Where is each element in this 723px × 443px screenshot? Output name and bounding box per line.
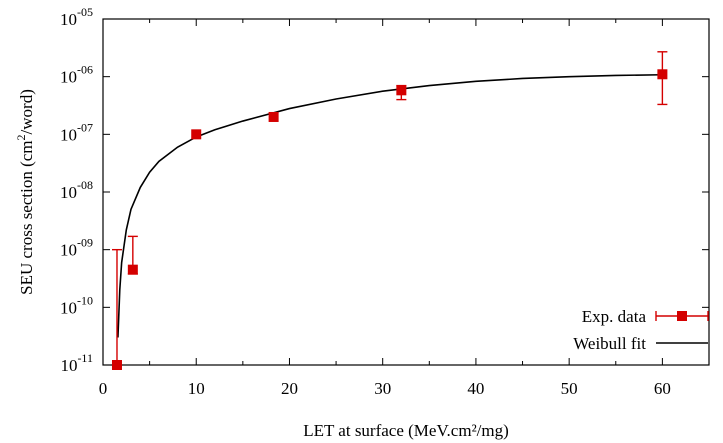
legend-label: Weibull fit: [573, 334, 646, 353]
y-tick-label: 10-10: [60, 293, 93, 317]
series-layer: [111, 51, 668, 370]
y-tick-label: 10-11: [60, 351, 93, 375]
x-tick-label: 50: [561, 379, 578, 398]
x-tick-label: 60: [654, 379, 671, 398]
data-point: [127, 264, 138, 275]
x-axis-title: LET at surface (MeV.cm²/mg): [303, 421, 509, 440]
legend: Exp. data Weibull fit: [573, 307, 709, 353]
y-tick-label: 10-08: [60, 178, 93, 202]
y-axis-title-tail: /word): [17, 89, 36, 134]
x-tick-label: 40: [467, 379, 484, 398]
legend-label: Exp. data: [582, 307, 647, 326]
x-tick-label: 0: [99, 379, 108, 398]
data-point: [191, 129, 202, 140]
weibull-fit-line: [117, 73, 663, 338]
x-tick-label: 30: [374, 379, 391, 398]
y-tick-label: 10-05: [60, 5, 93, 29]
y-axis-title-superscript: 2: [14, 134, 28, 140]
data-point: [268, 111, 279, 122]
x-axis-ticks: 0 10 20 30 40 50 60: [99, 19, 671, 398]
data-point: [111, 360, 122, 370]
y-tick-label: 10-09: [60, 236, 93, 260]
x-tick-label: 20: [281, 379, 298, 398]
y-axis-title-main: SEU cross section (cm: [17, 140, 36, 294]
y-axis-ticks: 10-11 10-10 10-09 10-08 10-07 10-06 10-05: [60, 5, 709, 375]
y-tick-label: 10-07: [60, 120, 93, 144]
x-tick-label: 10: [188, 379, 205, 398]
data-point: [657, 69, 668, 80]
y-tick-label: 10-06: [60, 63, 93, 87]
y-axis-title: SEU cross section (cm2/word): [14, 89, 36, 295]
legend-marker: [677, 311, 687, 321]
data-point: [396, 85, 407, 96]
